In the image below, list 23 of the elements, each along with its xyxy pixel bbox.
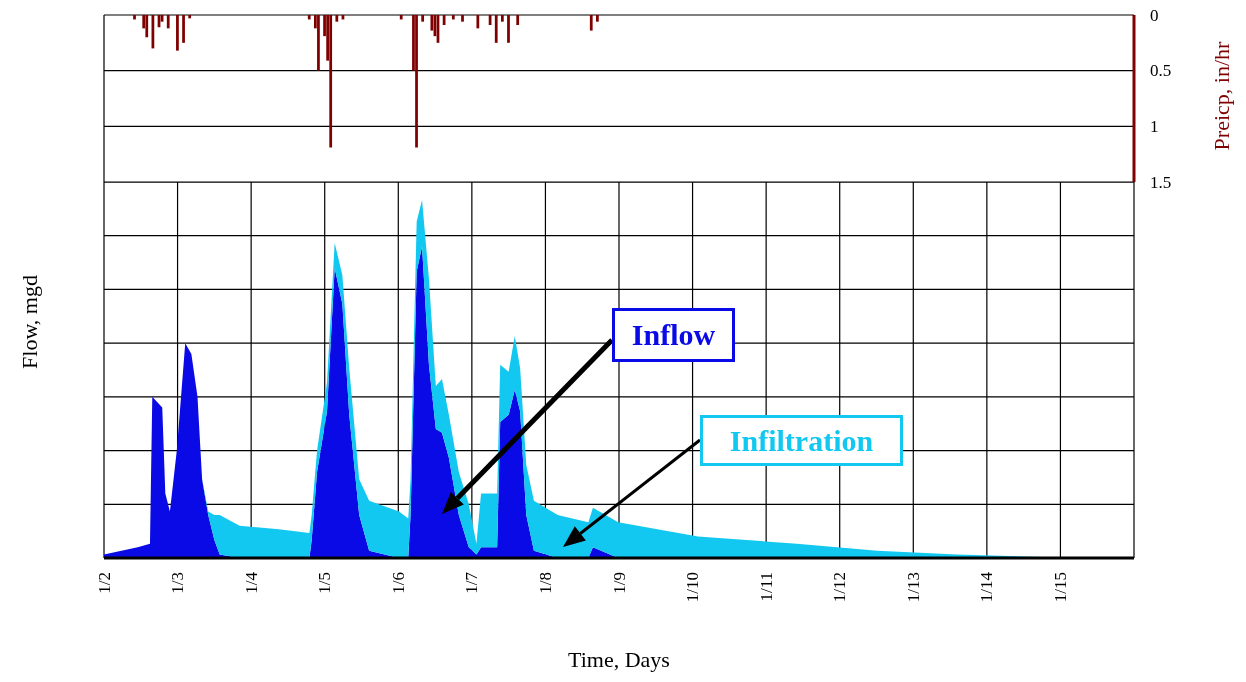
text: Inflow [612, 308, 735, 362]
x-tick-label: 1/2 [94, 572, 114, 594]
x-tick-label: 1/15 [1050, 572, 1070, 603]
y-tick-label: 1.5 [1150, 172, 1172, 192]
y-tick-label: 0.5 [1150, 61, 1172, 81]
x-tick-label: 1/10 [683, 572, 703, 603]
x-tick-label: 1/13 [903, 572, 923, 603]
x-tick-label: 1/14 [977, 571, 997, 603]
x-tick-label: 1/12 [830, 572, 850, 603]
y-tick-label: 0 [1150, 5, 1159, 25]
x-axis-title: Time, Days [568, 647, 670, 673]
text: Infiltration [700, 415, 903, 466]
x-tick-label: 1/6 [388, 572, 408, 594]
x-tick-label: 1/11 [756, 572, 776, 602]
x-tick-label: 1/8 [535, 572, 555, 594]
x-tick-label: 1/7 [462, 571, 482, 594]
y-tick-label: 1 [1150, 116, 1159, 136]
x-tick-label: 1/5 [315, 572, 335, 594]
x-tick-label: 1/4 [241, 571, 261, 594]
x-tick-label: 1/9 [609, 572, 629, 594]
x-tick-label: 1/3 [168, 572, 188, 594]
y-axis-title: Preicp, in/hr [1209, 41, 1235, 151]
y-axis-title: Flow, mgd [17, 275, 43, 369]
